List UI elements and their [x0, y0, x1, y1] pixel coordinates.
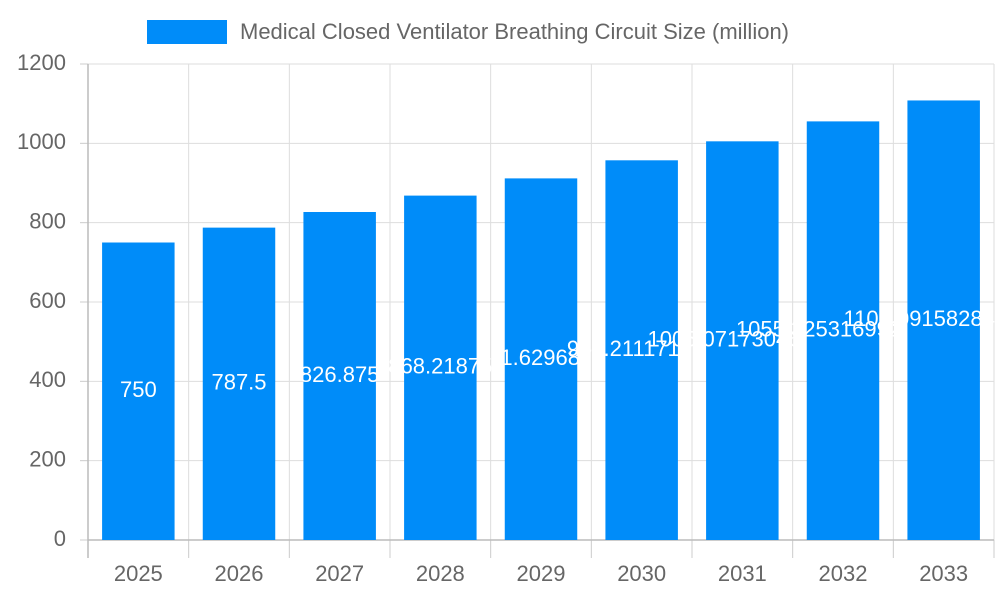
- y-tick-label: 400: [29, 367, 66, 392]
- x-tick-label: 2028: [416, 561, 465, 586]
- bar: [202, 227, 276, 540]
- x-tick-label: 2033: [919, 561, 968, 586]
- bar: [907, 100, 980, 541]
- bar: [806, 121, 880, 540]
- x-tick-label: 2025: [114, 561, 163, 586]
- data-label: 868.21875: [388, 354, 492, 379]
- legend-label: Medical Closed Ventilator Breathing Circ…: [240, 19, 789, 44]
- y-tick-label: 1000: [17, 129, 66, 154]
- data-label: 787.5: [211, 370, 266, 395]
- y-tick-label: 200: [29, 446, 66, 471]
- data-label: 911.6296875: [478, 345, 605, 370]
- data-label: 750: [120, 377, 157, 402]
- bar: [404, 195, 477, 540]
- bar: [504, 178, 578, 540]
- y-tick-label: 600: [29, 288, 66, 313]
- legend-swatch: [147, 20, 227, 44]
- data-label: 1108.091582841797: [844, 306, 1000, 331]
- x-tick-label: 2026: [215, 561, 264, 586]
- bar: [303, 212, 376, 540]
- bar: [706, 141, 779, 541]
- x-tick-label: 2031: [718, 561, 767, 586]
- data-label: 957.211171875: [567, 336, 717, 361]
- bar: [605, 160, 678, 541]
- x-tick-label: 2030: [617, 561, 666, 586]
- x-tick-label: 2027: [315, 561, 364, 586]
- bar: [102, 242, 175, 540]
- y-tick-label: 800: [29, 208, 66, 233]
- y-tick-label: 1200: [17, 50, 66, 75]
- x-tick-label: 2029: [517, 561, 566, 586]
- x-tick-label: 2032: [819, 561, 868, 586]
- data-label: 826.875: [300, 362, 380, 387]
- legend: Medical Closed Ventilator Breathing Circ…: [147, 19, 789, 44]
- y-tick-label: 0: [54, 526, 66, 551]
- data-label: 1005.07173046875: [648, 326, 838, 351]
